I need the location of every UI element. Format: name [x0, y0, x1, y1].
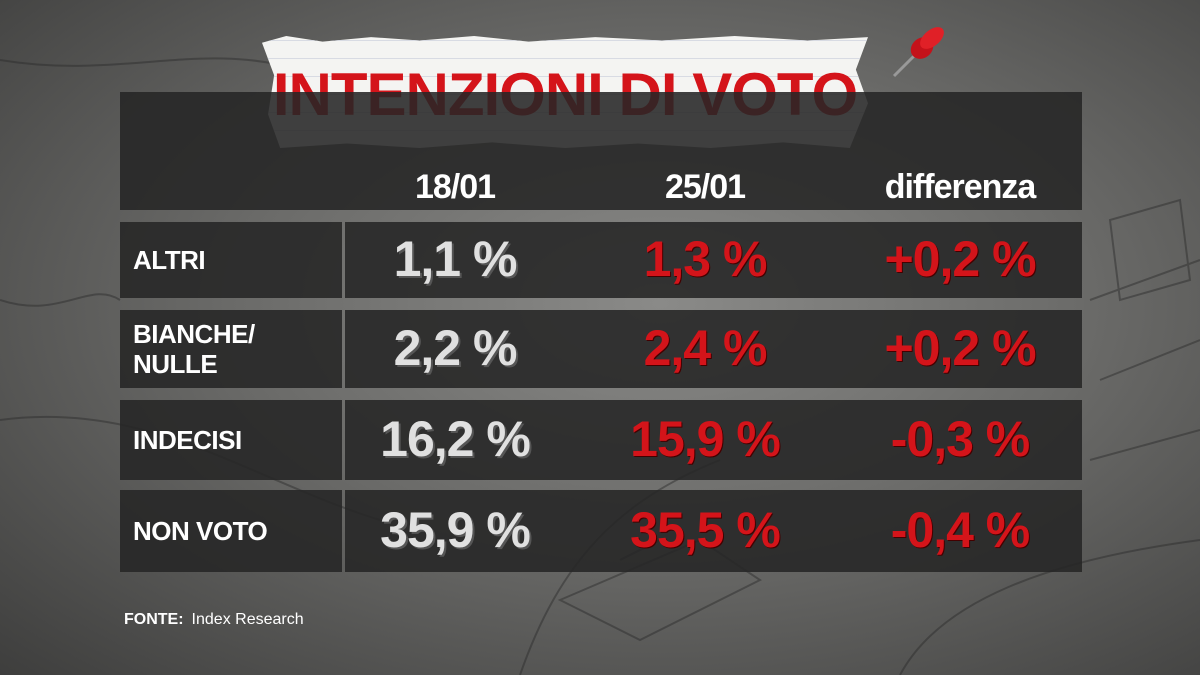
- row-panel: [345, 490, 1082, 572]
- cell-value: 2,4 %: [643, 320, 768, 376]
- source-label: FONTE:: [124, 611, 184, 628]
- column-header: differenza: [884, 168, 1037, 206]
- cell-value: +0,2 %: [884, 320, 1036, 376]
- row-label-panel: [120, 490, 342, 572]
- row-label: BIANCHE/ NULLE: [133, 319, 255, 379]
- cell-value: 1,3 %: [643, 231, 768, 287]
- source: FONTE: Index Research: [124, 611, 304, 629]
- row-panel: [345, 222, 1082, 298]
- row-label-panel: [120, 400, 342, 480]
- cell-value: 35,5 %: [630, 502, 781, 558]
- row-panel: [345, 310, 1082, 388]
- row-label-panel: [120, 222, 342, 298]
- cell-value: 16,2 %: [380, 411, 531, 467]
- row-label-panel: [120, 310, 342, 388]
- pin-icon: [892, 27, 944, 78]
- column-header: 25/01: [664, 168, 746, 206]
- cell-value: -0,3 %: [890, 411, 1031, 467]
- header-panel: [120, 92, 1082, 210]
- cell-value: -0,4 %: [890, 502, 1031, 558]
- cell-value: 1,1 %: [393, 231, 518, 287]
- cell-value: 2,2 %: [393, 320, 518, 376]
- cell-value: 15,9 %: [630, 411, 781, 467]
- row-label: INDECISI: [133, 425, 242, 455]
- cell-value: +0,2 %: [884, 231, 1036, 287]
- row-panel: [345, 400, 1082, 480]
- source-text: Index Research: [191, 611, 304, 628]
- row-label: NON VOTO: [133, 516, 268, 546]
- column-header: 18/01: [414, 168, 496, 206]
- row-label: ALTRI: [133, 245, 206, 275]
- cell-value: 35,9 %: [380, 502, 531, 558]
